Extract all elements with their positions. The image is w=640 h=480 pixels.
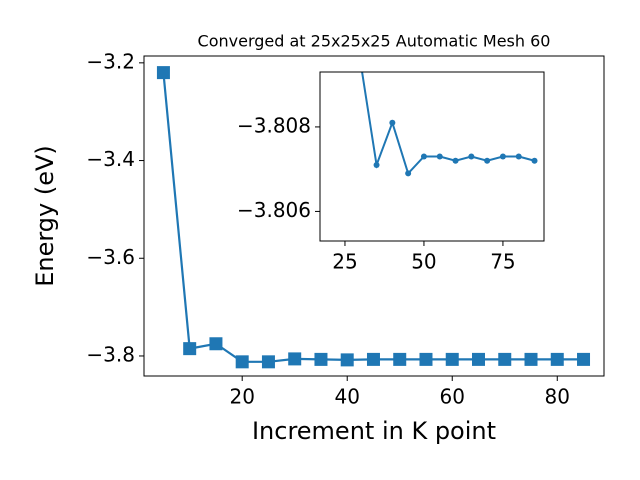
- x-axis-label: Increment in K point: [252, 417, 496, 445]
- plot-layer: [361, 72, 538, 177]
- marker: [524, 352, 538, 366]
- x-tick-label: 75: [490, 250, 515, 274]
- marker: [498, 352, 512, 366]
- x-tick-label: 25: [332, 250, 357, 274]
- marker: [314, 352, 328, 366]
- marker: [484, 157, 491, 164]
- axes-frame: [319, 71, 545, 242]
- marker: [209, 337, 223, 351]
- marker: [340, 353, 354, 367]
- marker: [531, 157, 538, 164]
- y-tick-label: −3.4: [86, 147, 135, 171]
- marker: [261, 355, 275, 369]
- marker: [288, 352, 302, 366]
- marker: [445, 352, 459, 366]
- marker: [389, 119, 396, 126]
- marker: [452, 157, 459, 164]
- y-axis-label: Energy (eV): [31, 145, 59, 287]
- marker: [373, 161, 380, 168]
- marker: [577, 352, 591, 366]
- y-tick-label: −3.2: [86, 49, 135, 73]
- y-tick-label: −3.808: [237, 113, 311, 137]
- marker: [499, 153, 506, 160]
- x-tick-label: 40: [334, 385, 359, 409]
- marker: [471, 352, 485, 366]
- marker: [183, 342, 197, 356]
- marker: [405, 170, 412, 177]
- marker: [468, 153, 475, 160]
- marker: [366, 352, 380, 366]
- x-tick-label: 20: [229, 385, 254, 409]
- marker: [515, 153, 522, 160]
- marker: [393, 352, 407, 366]
- plot-layer: [156, 66, 591, 369]
- chart-title: Converged at 25x25x25 Automatic Mesh 60: [198, 32, 551, 51]
- marker: [235, 355, 249, 369]
- marker: [420, 153, 427, 160]
- y-tick-label: −3.6: [86, 245, 135, 269]
- axes-frame: [143, 55, 605, 377]
- y-tick-label: −3.8: [86, 342, 135, 366]
- marker: [436, 153, 443, 160]
- x-tick-label: 80: [545, 385, 570, 409]
- marker: [550, 352, 564, 366]
- y-tick-label: −3.806: [237, 198, 311, 222]
- x-tick-label: 60: [440, 385, 465, 409]
- marker: [156, 66, 170, 80]
- x-tick-label: 50: [411, 250, 436, 274]
- marker: [419, 352, 433, 366]
